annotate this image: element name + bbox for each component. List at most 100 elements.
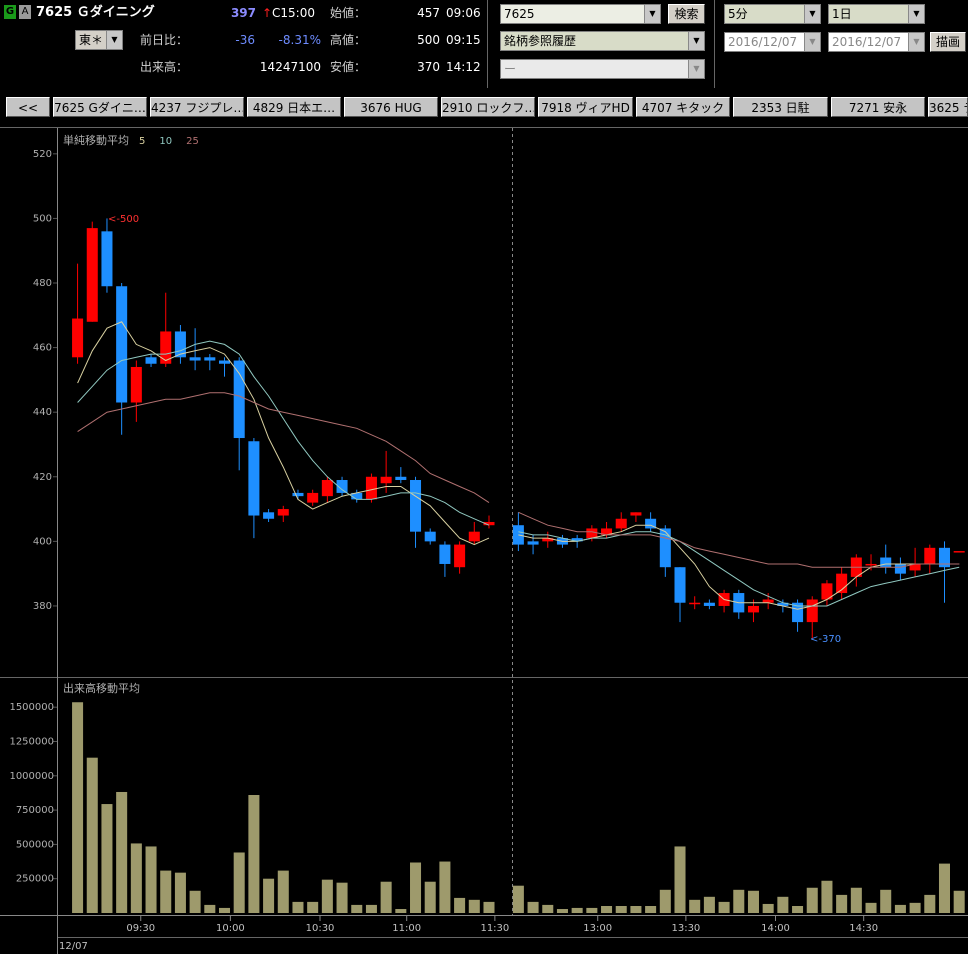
separator: [487, 0, 488, 88]
volume-bar: [277, 870, 289, 913]
candle-body: [248, 441, 260, 516]
volume-bar: [938, 863, 951, 913]
stock-tab[interactable]: 3625 テ: [928, 97, 968, 117]
stock-tab[interactable]: 4829 日本エ…: [247, 97, 341, 117]
stock-tab[interactable]: 4707 キタック: [636, 97, 730, 117]
candle-body: [454, 544, 466, 568]
market-select[interactable]: 東＊: [75, 30, 123, 50]
candle-body: [424, 531, 436, 542]
volume-bar: [336, 882, 348, 913]
candle-body: [380, 476, 392, 484]
volume-bar: [792, 906, 804, 913]
candle-body: [277, 509, 289, 516]
code-input[interactable]: 7625: [500, 4, 661, 24]
draw-button[interactable]: 描画: [930, 32, 966, 52]
stock-tab[interactable]: <<: [6, 97, 50, 117]
candle-body: [938, 547, 951, 568]
volume-bar: [365, 904, 377, 913]
sub-select: ー: [500, 59, 705, 79]
volume-bar: [556, 909, 568, 913]
search-button[interactable]: 検索: [668, 4, 705, 24]
change: -36: [235, 33, 255, 47]
candle-body: [439, 544, 451, 564]
candle-body: [659, 528, 671, 568]
candle-body: [865, 563, 877, 566]
panel-title: 出来高移動平均: [63, 681, 140, 695]
legend-entry: 25: [186, 136, 199, 147]
y-tick-label: 420: [33, 472, 52, 483]
volume-bar: [601, 906, 613, 913]
open: 457: [417, 6, 440, 20]
volume-bar: [439, 861, 451, 913]
interval-select[interactable]: 5分: [724, 4, 821, 24]
stock-tab[interactable]: 4237 フジプレ…: [150, 97, 244, 117]
candle-body: [601, 528, 613, 535]
stock-tab[interactable]: 7271 安永: [831, 97, 925, 117]
candle-body: [689, 602, 701, 605]
volume-bar: [806, 887, 818, 913]
candle-body: [204, 357, 216, 361]
volume-bar: [101, 804, 113, 913]
volume-bar: [218, 907, 231, 913]
volume-bar: [321, 879, 333, 913]
candle-body: [321, 480, 333, 497]
stock-tab[interactable]: 2910 ロックフ…: [441, 97, 535, 117]
candle-body: [351, 492, 363, 500]
date-label: 12/07: [59, 941, 88, 952]
candle-body: [586, 528, 598, 539]
candle-body: [365, 476, 377, 500]
volume-bar: [395, 909, 407, 913]
candle-body: [263, 512, 275, 519]
volume-bar: [86, 757, 98, 913]
candle-body: [777, 602, 789, 606]
volume-bar: [424, 881, 436, 913]
candle-body: [571, 538, 583, 542]
candle-body: [880, 557, 892, 568]
candle-body: [307, 492, 319, 503]
candle-body: [72, 318, 84, 358]
stock-tab[interactable]: 7625 Gダイニ…: [53, 97, 147, 117]
volume: 14247100: [259, 60, 321, 74]
arrow: ↑: [262, 6, 273, 20]
span-select[interactable]: 1日: [828, 4, 925, 24]
x-tick-label: 14:00: [761, 923, 790, 934]
candle-body: [645, 518, 657, 529]
open-time: 09:06: [446, 6, 481, 20]
change-pct: -8.31%: [278, 33, 321, 47]
volume-bar: [204, 904, 216, 913]
volume-bar: [777, 896, 789, 913]
volume-bar: [189, 890, 201, 913]
volume-bar: [410, 862, 422, 913]
volume-bar: [689, 899, 701, 913]
y-tick-label: 1250000: [9, 736, 54, 747]
volume-bar: [909, 902, 921, 913]
candle-body: [747, 605, 759, 613]
y-tick-label: 480: [33, 278, 52, 289]
candle-body: [909, 563, 921, 571]
candle-body: [174, 331, 186, 358]
candle-body: [160, 331, 172, 364]
history-select[interactable]: 銘柄参照履歴: [500, 31, 705, 51]
y-tick-label: 500: [33, 213, 52, 224]
stock-tab[interactable]: 3676 HUG: [344, 97, 438, 117]
separator: [714, 0, 715, 88]
volume-bar: [880, 889, 892, 913]
y-tick-label: 250000: [16, 874, 54, 885]
candle-body: [806, 599, 818, 623]
volume-bar: [72, 702, 84, 913]
legend-entry: 5: [139, 136, 145, 147]
volume-bar: [953, 890, 965, 913]
volume-bar: [924, 894, 936, 913]
stock-tab[interactable]: 7918 ヴィアHD: [538, 97, 633, 117]
volume-bar: [248, 795, 260, 913]
candle-body: [336, 480, 348, 493]
x-tick-label: 11:30: [480, 923, 509, 934]
volume-bar: [145, 846, 157, 913]
volume-bar: [865, 902, 877, 913]
stock-tab[interactable]: 2353 日駐: [733, 97, 828, 117]
y-tick-label: 1500000: [9, 702, 54, 713]
candle-body: [130, 366, 142, 403]
candle-body: [821, 583, 833, 600]
y-tick-label: 460: [33, 343, 52, 354]
candle-body: [924, 547, 936, 564]
